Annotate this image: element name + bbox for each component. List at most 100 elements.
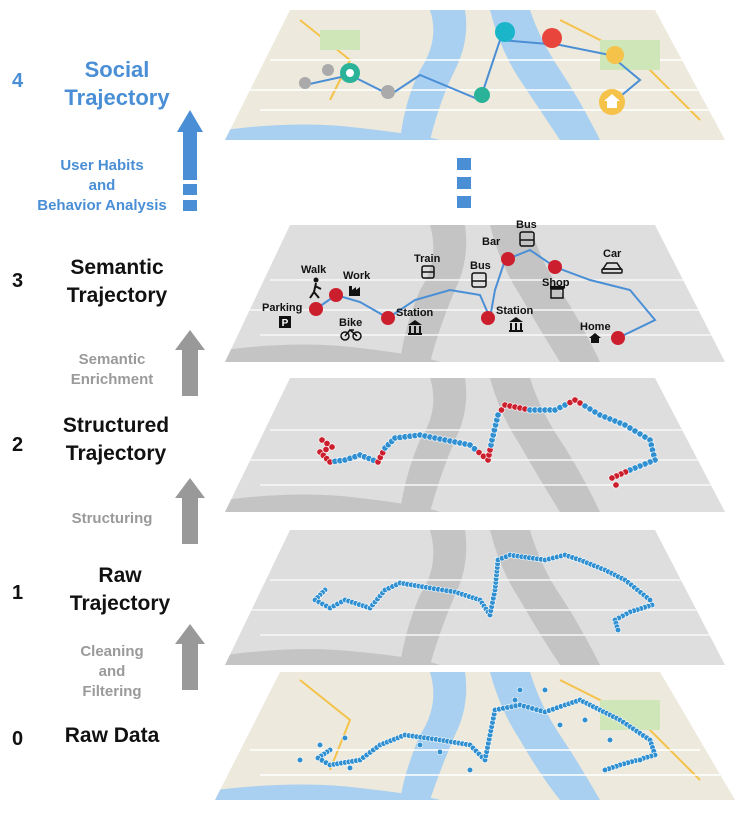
- label-bike: Bike: [339, 317, 362, 329]
- level-title-structured-line1: Structured: [62, 414, 170, 437]
- structured-point: [608, 474, 616, 482]
- label-car: Car: [603, 248, 622, 260]
- step-semantic-label: Semantic Enrichment: [42, 350, 182, 390]
- structuring-arrow-icon: [175, 478, 205, 544]
- structured-point: [470, 445, 478, 453]
- raw-data-point: [601, 766, 609, 774]
- label-bus: Bus: [470, 260, 491, 272]
- parking-icon: P: [279, 316, 291, 329]
- raw-data-noise-point: [606, 736, 614, 744]
- level-title-structured-line2: Trajectory: [65, 442, 167, 465]
- bike-icon: [340, 328, 362, 341]
- raw-data-noise-point: [581, 716, 589, 724]
- step-social-line3: Behavior Analysis: [37, 197, 167, 214]
- social-location-pin-icon: [299, 22, 625, 115]
- structured-point: [318, 436, 326, 444]
- structured-point: [612, 481, 620, 489]
- label-walk: Walk: [301, 264, 327, 276]
- level-title-social-line2: Trajectory: [64, 85, 170, 110]
- step-structuring-line1: Structuring: [71, 510, 153, 527]
- level-number-1: 1: [12, 582, 24, 604]
- station-bank-icon-2: [509, 317, 523, 332]
- bus-icon: [471, 272, 487, 288]
- raw-data-noise-point: [416, 741, 424, 749]
- step-cleaning-label: Cleaning and Filtering: [42, 642, 182, 702]
- label-train: Train: [414, 253, 441, 265]
- step-cleaning-line3: Filtering: [82, 683, 142, 700]
- raw-data-noise-point: [316, 741, 324, 749]
- raw-trajectory-point: [614, 626, 622, 634]
- label-shop: Shop: [542, 277, 570, 289]
- raw-data-noise-point: [556, 721, 564, 729]
- step-cleaning-line2: and: [98, 663, 126, 680]
- home-icon: [589, 333, 601, 343]
- raw-data-noise-point: [296, 756, 304, 764]
- structured-point: [497, 406, 505, 414]
- raw-data-noise-point: [346, 764, 354, 772]
- level-title-raw-trajectory: Raw Trajectory: [50, 562, 190, 618]
- level-title-raw-trajectory-line1: Raw: [98, 564, 142, 587]
- map-layer-structured: [225, 378, 725, 512]
- level-number-0: 0: [12, 728, 24, 750]
- level-title-structured: Structured Trajectory: [36, 412, 196, 468]
- level-title-raw-data: Raw Data: [64, 724, 160, 747]
- structured-trajectory-points: [316, 396, 659, 489]
- raw-data-noise-point: [541, 686, 549, 694]
- raw-data-points: [296, 686, 659, 774]
- level-title-semantic-line1: Semantic: [70, 256, 164, 279]
- label-bus-top: Bus: [516, 219, 537, 231]
- map-layer-social: [225, 10, 725, 140]
- svg-text:P: P: [282, 318, 289, 329]
- raw-data-noise-point: [436, 748, 444, 756]
- layer-gap-ellipsis-icon: [457, 158, 471, 208]
- shop-icon: [550, 286, 564, 299]
- step-social-line1: User Habits: [60, 157, 144, 174]
- label-work: Work: [343, 270, 371, 282]
- structured-point: [494, 411, 502, 419]
- level-title-social-line1: Social: [84, 57, 150, 82]
- level-title-semantic: Semantic Trajectory: [42, 254, 192, 310]
- step-semantic-line2: Enrichment: [70, 371, 154, 388]
- semantic-arrow-icon: [175, 330, 205, 396]
- train-icon: [421, 265, 435, 279]
- label-station-2: Station: [496, 305, 534, 317]
- map-layer-semantic: P Walk Work Parking Bike Station Train B…: [225, 219, 725, 362]
- raw-data-noise-point: [636, 756, 644, 764]
- label-bar: Bar: [482, 236, 501, 248]
- station-bank-icon: [408, 320, 422, 335]
- work-factory-icon: [349, 286, 360, 296]
- level-title-raw-trajectory-line2: Trajectory: [69, 592, 171, 615]
- level-number-4: 4: [12, 70, 24, 92]
- cleaning-arrow-icon: [175, 624, 205, 690]
- level-number-2: 2: [12, 434, 24, 456]
- raw-data-noise-point: [511, 696, 519, 704]
- step-social-line2: and: [88, 177, 116, 194]
- structured-point: [475, 448, 483, 456]
- label-station-1: Station: [396, 307, 434, 319]
- raw-trajectory-points: [311, 551, 656, 634]
- step-social-label: User Habits and Behavior Analysis: [22, 156, 182, 216]
- label-parking: Parking: [262, 302, 302, 314]
- structured-point: [328, 443, 336, 451]
- structured-point: [466, 441, 474, 449]
- level-number-3: 3: [12, 270, 24, 292]
- social-arrow-icon: [177, 110, 203, 211]
- step-structuring-label: Structuring: [42, 509, 182, 529]
- car-icon: [601, 262, 623, 274]
- step-cleaning-line1: Cleaning: [80, 643, 144, 660]
- semantic-stop-icon: [309, 252, 625, 345]
- raw-data-noise-point: [466, 766, 474, 774]
- label-home: Home: [580, 321, 611, 333]
- raw-data-noise-point: [341, 734, 349, 742]
- map-layer-raw-data: [215, 672, 735, 800]
- walk-icon: [309, 277, 322, 299]
- level-title-social: Social Trajectory: [62, 56, 172, 112]
- raw-data-noise-point: [516, 686, 524, 694]
- structured-point: [322, 445, 330, 453]
- map-layer-raw-trajectory: [225, 530, 725, 665]
- step-semantic-line1: Semantic: [78, 351, 146, 368]
- level-title-semantic-line2: Trajectory: [66, 284, 168, 307]
- bus-icon-top: [519, 231, 535, 247]
